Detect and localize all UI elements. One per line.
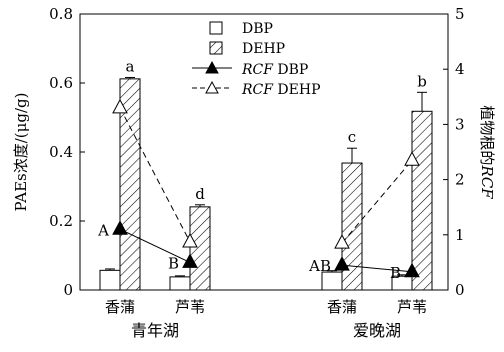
rcf-line-segment xyxy=(119,228,191,263)
rcf-marker xyxy=(404,151,420,166)
right-tick-label: 1 xyxy=(455,226,465,244)
group-label: 爱晚湖 xyxy=(353,321,401,340)
left-tick-label: 0.6 xyxy=(49,74,73,92)
significance-label: b xyxy=(417,72,427,90)
left-axis-ticks: 0 0.2 0.4 0.6 0.8 xyxy=(49,5,85,299)
bar-dbp xyxy=(169,276,191,291)
rcf-line-segment xyxy=(341,159,413,244)
rcf-significance-label: B xyxy=(168,254,179,272)
rcf-marker xyxy=(182,253,198,268)
legend-dbp-swatch xyxy=(209,21,223,35)
left-tick-label: 0 xyxy=(63,281,73,299)
rcf-marker xyxy=(112,98,128,114)
left-tick-label: 0.2 xyxy=(49,212,73,230)
right-tick-label: 2 xyxy=(455,171,465,189)
significance-label: d xyxy=(195,185,205,203)
legend-rcf-dehp-italic: RCF xyxy=(241,82,274,98)
legend-rcf-dbp-name: DBP xyxy=(277,62,308,78)
legend-rcf-dbp-marker xyxy=(205,60,219,74)
group-label: 青年湖 xyxy=(131,321,179,340)
legend-dehp-swatch xyxy=(209,41,223,55)
bar-dehp xyxy=(341,162,363,291)
y2-axis-title-prefix: 植物根的 xyxy=(478,105,496,165)
right-tick-label: 4 xyxy=(455,60,465,78)
bar-dehp xyxy=(411,110,433,291)
category-label: 香蒲 xyxy=(327,298,357,316)
right-axis-ticks: 0 1 2 3 4 5 xyxy=(443,5,465,299)
legend-rcf-dbp-italic: RCF xyxy=(241,62,274,78)
rcf-significance-label: AB xyxy=(308,257,331,275)
significance-label: c xyxy=(348,128,356,146)
right-tick-label: 3 xyxy=(455,115,465,133)
y2-axis-title-rcf: RCF xyxy=(478,164,496,199)
category-label: 芦苇 xyxy=(175,298,205,316)
bars-layer: a d c b xyxy=(99,57,433,291)
significance-label: a xyxy=(126,57,135,75)
legend-dehp-label: DEHP xyxy=(242,41,285,57)
legend-rcf-dehp-marker xyxy=(205,80,219,94)
y2-axis-title: 植物根的RCF xyxy=(478,105,496,199)
legend-rcf-dehp-name: DEHP xyxy=(277,82,320,98)
rcf-marker xyxy=(182,232,198,248)
rcf-significance-label: B xyxy=(390,264,401,282)
left-tick-label: 0.8 xyxy=(49,5,73,23)
right-tick-label: 5 xyxy=(455,5,465,23)
rcf-marker xyxy=(404,262,420,278)
left-tick-label: 0.4 xyxy=(49,143,73,161)
legend: DBP DEHP RCF DBP RCF DEHP xyxy=(192,21,321,98)
rcf-significance-label: A xyxy=(97,221,109,239)
rcf-marker xyxy=(112,220,128,235)
rcf-marker xyxy=(334,256,350,271)
category-label: 香蒲 xyxy=(105,298,135,316)
category-label: 芦苇 xyxy=(397,298,427,316)
bar-dehp xyxy=(189,206,211,291)
legend-rcf-dbp-label: RCF DBP xyxy=(241,62,308,78)
bar-dbp xyxy=(99,269,121,291)
legend-dbp-label: DBP xyxy=(242,21,273,37)
rcf-line-segment xyxy=(341,264,413,273)
right-tick-label: 0 xyxy=(455,281,465,299)
rcf-line-segment xyxy=(119,107,191,243)
y-axis-title: PAEs浓度/(μg/g) xyxy=(12,93,30,212)
lines-layer: AB AB B xyxy=(97,98,420,282)
legend-rcf-dehp-label: RCF DEHP xyxy=(241,82,321,98)
rcf-marker xyxy=(334,234,350,249)
